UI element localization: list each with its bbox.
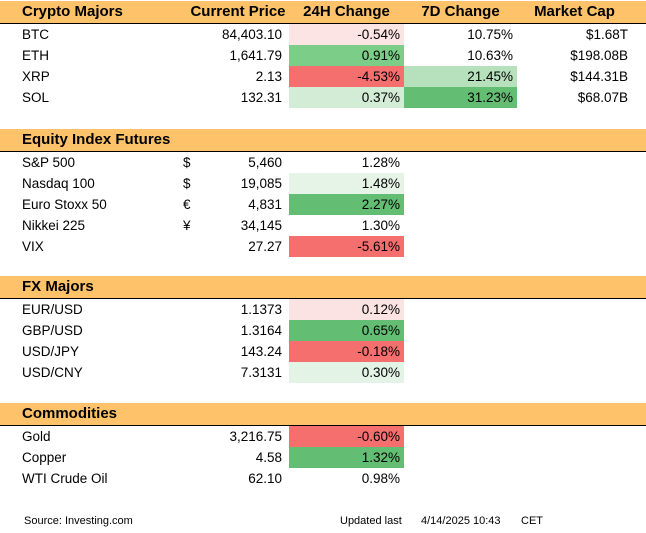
row-name: EUR/USD [22,302,83,317]
table-row: USD/JPY 143.24 -0.18% [0,341,646,362]
updated-timestamp: 4/14/2025 10:43 [421,515,501,527]
current-price: 7.3131 [240,365,282,380]
section-header: Commodities [0,403,646,425]
change-24h: 1.28% [361,155,400,170]
header-7d-change: 7D Change [421,3,500,20]
section-divider [0,298,646,299]
row-name: Gold [22,429,51,444]
change-24h: 1.30% [361,218,400,233]
row-name: USD/CNY [22,365,83,380]
section-title: Commodities [22,405,118,422]
change-24h: 0.98% [361,471,400,486]
change-24h: -0.18% [289,341,404,362]
current-price: 5,460 [248,155,282,170]
current-price: 62.10 [248,471,282,486]
section-title: Equity Index Futures [22,131,171,148]
current-price: 19,085 [240,176,282,191]
header-current-price: Current Price [190,3,286,20]
change-24h: 0.37% [289,87,404,108]
change-24h: 0.65% [289,320,404,341]
currency-symbol: $ [183,176,191,191]
current-price: 84,403.10 [221,27,282,42]
table-row: Nasdaq 100 $19,085 1.48% [0,173,646,194]
table-row: SOL 132.31 0.37% 31.23% $68.07B [0,87,646,108]
row-name: Nasdaq 100 [22,176,95,191]
market-cap: $1.68T [585,27,628,42]
change-24h: -4.53% [289,66,404,87]
table-row: Nikkei 225 ¥34,145 1.30% [0,215,646,236]
row-name: BTC [22,27,49,42]
row-name: GBP/USD [22,323,83,338]
current-price: 4.58 [255,450,282,465]
current-price: 2.13 [255,69,282,84]
current-price: 143.24 [240,344,282,359]
change-24h: 1.48% [289,173,404,194]
table-row: XRP 2.13 -4.53% 21.45% $144.31B [0,66,646,87]
section-divider [0,151,646,152]
change-24h: 2.27% [289,194,404,215]
change-24h: -0.60% [289,426,404,447]
change-7d: 21.45% [404,66,517,87]
change-24h: 0.12% [289,299,404,320]
table-row: Euro Stoxx 50 €4,831 2.27% [0,194,646,215]
source-note: Source: Investing.com [24,515,133,527]
table-row: VIX 27.27 -5.61% [0,236,646,257]
section-divider [0,425,646,426]
current-price: 4,831 [248,197,282,212]
current-price: 3,216.75 [229,429,282,444]
header-24h-change: 24H Change [303,3,390,20]
row-name: Euro Stoxx 50 [22,197,107,212]
row-name: XRP [22,69,50,84]
row-name: Nikkei 225 [22,218,86,233]
table-row: Gold 3,216.75 -0.60% [0,426,646,447]
change-7d: 31.23% [404,87,517,108]
updated-timezone: CET [521,515,543,527]
change-7d: 10.63% [467,48,513,63]
row-name: S&P 500 [22,155,76,170]
section-header: FX Majors [0,276,646,298]
section-header: Crypto Majors Current Price 24H Change 7D C… [0,1,646,23]
row-name: USD/JPY [22,344,80,359]
currency-symbol: ¥ [183,218,191,233]
table-row: GBP/USD 1.3164 0.65% [0,320,646,341]
table-row: BTC 84,403.10 -0.54% 10.75% $1.68T [0,24,646,45]
change-24h: 1.32% [289,447,404,468]
section-title: FX Majors [22,278,94,295]
current-price: 1.1373 [240,302,282,317]
row-name: VIX [22,239,44,254]
change-24h: -5.61% [289,236,404,257]
market-cap: $144.31B [570,69,628,84]
market-cap: $198.08B [570,48,628,63]
current-price: 1,641.79 [229,48,282,63]
row-name: ETH [22,48,49,63]
current-price: 27.27 [248,239,282,254]
change-24h: 0.30% [289,362,404,383]
change-7d: 10.75% [467,27,513,42]
row-name: WTI Crude Oil [22,471,108,486]
table-row: WTI Crude Oil 62.10 0.98% [0,468,646,489]
row-name: SOL [22,90,50,105]
change-24h: 0.91% [289,45,404,66]
header-market-cap: Market Cap [534,3,615,20]
current-price: 1.3164 [240,323,282,338]
currency-symbol: $ [183,155,191,170]
table-row: S&P 500 $5,460 1.28% [0,152,646,173]
currency-symbol: € [183,197,191,212]
table-row: EUR/USD 1.1373 0.12% [0,299,646,320]
row-name: Copper [22,450,67,465]
current-price: 132.31 [240,90,282,105]
section-title: Crypto Majors [22,3,123,20]
table-row: USD/CNY 7.3131 0.30% [0,362,646,383]
section-header: Equity Index Futures [0,129,646,151]
market-cap: $68.07B [577,90,628,105]
updated-label: Updated last [340,515,402,527]
current-price: 34,145 [240,218,282,233]
table-row: ETH 1,641.79 0.91% 10.63% $198.08B [0,45,646,66]
table-row: Copper 4.58 1.32% [0,447,646,468]
section-divider [0,23,646,24]
change-24h: -0.54% [289,24,404,45]
